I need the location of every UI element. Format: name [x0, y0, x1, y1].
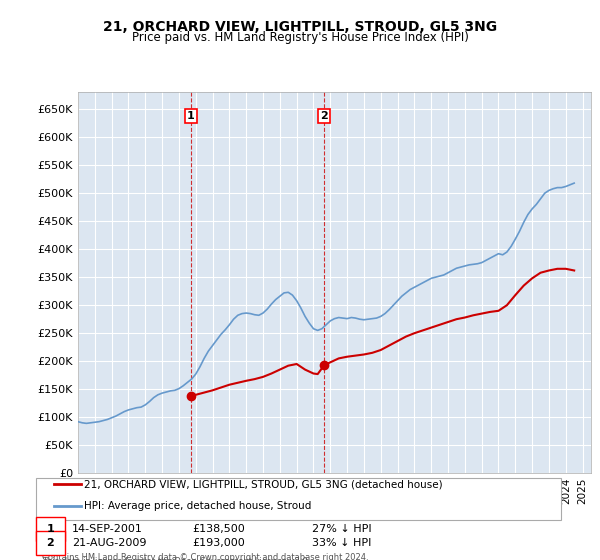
Text: 1: 1 [47, 524, 54, 534]
Text: 21-AUG-2009: 21-AUG-2009 [72, 538, 146, 548]
Text: This data is licensed under the Open Government Licence v3.0.: This data is licensed under the Open Gov… [42, 557, 310, 560]
Text: £138,500: £138,500 [192, 524, 245, 534]
Text: 2: 2 [320, 111, 328, 121]
Text: 1: 1 [187, 111, 195, 121]
Text: 14-SEP-2001: 14-SEP-2001 [72, 524, 143, 534]
Text: 21, ORCHARD VIEW, LIGHTPILL, STROUD, GL5 3NG: 21, ORCHARD VIEW, LIGHTPILL, STROUD, GL5… [103, 20, 497, 34]
Text: 27% ↓ HPI: 27% ↓ HPI [312, 524, 371, 534]
Text: Price paid vs. HM Land Registry's House Price Index (HPI): Price paid vs. HM Land Registry's House … [131, 31, 469, 44]
Text: 2: 2 [47, 538, 54, 548]
Text: 33% ↓ HPI: 33% ↓ HPI [312, 538, 371, 548]
Text: HPI: Average price, detached house, Stroud: HPI: Average price, detached house, Stro… [84, 501, 311, 511]
Text: 21, ORCHARD VIEW, LIGHTPILL, STROUD, GL5 3NG (detached house): 21, ORCHARD VIEW, LIGHTPILL, STROUD, GL5… [84, 479, 443, 489]
Text: Contains HM Land Registry data © Crown copyright and database right 2024.: Contains HM Land Registry data © Crown c… [42, 553, 368, 560]
Text: £193,000: £193,000 [192, 538, 245, 548]
